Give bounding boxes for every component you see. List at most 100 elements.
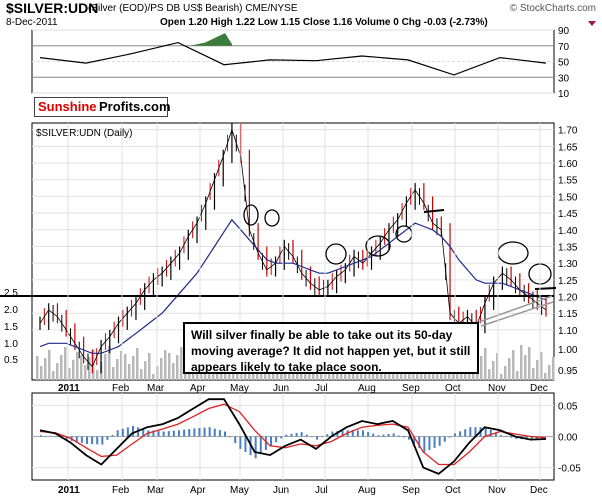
volume-bar xyxy=(356,372,359,380)
macd-histogram-bar xyxy=(454,433,456,437)
macd-histogram-bar xyxy=(321,436,324,437)
chart-date: 8-Dec-2011 xyxy=(6,17,58,28)
volume-bar xyxy=(116,359,119,380)
volume-bar xyxy=(172,363,175,380)
macd-histogram-bar xyxy=(295,432,298,437)
volume-bar xyxy=(88,357,91,380)
macd-x-label: May xyxy=(230,485,249,496)
volume-bar xyxy=(500,374,503,380)
macd-histogram-bar xyxy=(505,436,508,437)
price-tick-label: 1.55 xyxy=(558,176,578,187)
volume-bar xyxy=(416,368,419,380)
volume-bar xyxy=(76,352,79,380)
volume-bar xyxy=(484,348,487,380)
price-tick-label: 1.70 xyxy=(558,126,578,137)
macd-histogram-bar xyxy=(280,436,283,439)
volume-left-tick-label: 1.5 xyxy=(4,322,18,333)
macd-x-label: Apr xyxy=(190,485,206,496)
macd-histogram-bar xyxy=(254,436,257,459)
macd-histogram-bar xyxy=(111,435,114,437)
macd-histogram-bar xyxy=(178,430,180,437)
volume-bar xyxy=(140,369,143,380)
macd-histogram-bar xyxy=(101,436,104,445)
logo-brand-black: Profits.com xyxy=(99,99,171,114)
price-x-label: Mar xyxy=(147,383,165,394)
macd-histogram-bar xyxy=(275,436,278,443)
volume-bar xyxy=(60,355,63,380)
macd-histogram-bar xyxy=(510,436,513,438)
volume-tick-label: 1.00 xyxy=(558,345,578,356)
change-down-icon xyxy=(588,21,596,26)
price-tick-label: 1.15 xyxy=(558,309,578,320)
volume-bar xyxy=(36,356,39,380)
macd-histogram-bar xyxy=(392,433,395,437)
price-tick-label: 1.35 xyxy=(558,242,578,253)
macd-histogram-bar xyxy=(484,427,487,437)
volume-bar xyxy=(48,350,51,380)
rsi-tick-label: 30 xyxy=(558,73,570,84)
volume-bar xyxy=(284,371,287,380)
macd-histogram-bar xyxy=(305,434,308,437)
macd-tick-label: 0.05 xyxy=(558,401,578,412)
annotation-pointer xyxy=(480,301,554,327)
volume-bar xyxy=(120,351,123,380)
volume-bar xyxy=(56,363,59,380)
macd-histogram-bar xyxy=(224,431,226,437)
macd-histogram-bar xyxy=(367,431,370,437)
macd-histogram-bar xyxy=(331,431,334,437)
price-x-label: Aug xyxy=(358,383,376,394)
volume-bar xyxy=(480,356,483,380)
macd-histogram-bar xyxy=(126,427,129,437)
macd-histogram-bar xyxy=(438,436,441,446)
volume-bar xyxy=(160,358,163,380)
volume-bar xyxy=(80,355,83,380)
volume-bar xyxy=(96,370,99,380)
volume-bar xyxy=(372,369,375,380)
macd-x-label: Dec xyxy=(530,485,548,496)
volume-bar xyxy=(68,368,71,380)
macd-histogram-bar xyxy=(377,435,380,437)
macd-x-label: 2011 xyxy=(58,485,80,496)
volume-bar xyxy=(540,352,543,380)
price-x-label: Apr xyxy=(190,383,206,394)
volume-bar xyxy=(268,374,271,380)
resistance-mark xyxy=(534,287,557,290)
volume-bar xyxy=(148,353,151,380)
volume-bar xyxy=(176,355,179,380)
copyright: © StockCharts.com xyxy=(509,3,596,14)
macd-histogram-bar xyxy=(116,430,119,437)
volume-bar xyxy=(312,373,315,380)
macd-histogram-bar xyxy=(152,430,155,437)
volume-bar xyxy=(128,364,131,380)
macd-histogram-bar xyxy=(203,427,206,437)
macd-histogram-bar xyxy=(300,432,303,437)
price-x-label: Oct xyxy=(445,383,461,394)
macd-histogram-bar xyxy=(489,429,492,437)
macd-histogram-bar xyxy=(86,436,88,444)
moving-average-line xyxy=(39,218,547,354)
macd-histogram-bar xyxy=(137,427,140,437)
macd-histogram-bar xyxy=(290,433,293,437)
volume-bar xyxy=(548,365,551,380)
macd-histogram-bar xyxy=(91,436,94,445)
volume-bar xyxy=(136,348,139,380)
macd-histogram-bar xyxy=(397,435,400,437)
logo-brand-red: Sunshine xyxy=(38,99,97,114)
price-panel-title: $SILVER:UDN (Daily) xyxy=(36,128,133,139)
macd-histogram-bar xyxy=(341,430,344,437)
macd-histogram-bar xyxy=(382,434,385,437)
macd-histogram-bar xyxy=(530,436,533,440)
volume-bar xyxy=(520,345,523,380)
volume-bar xyxy=(64,347,67,380)
volume-bar xyxy=(532,368,535,380)
macd-histogram-bar xyxy=(167,431,170,437)
price-tick-label: 1.40 xyxy=(558,226,578,237)
volume-bar xyxy=(52,371,55,380)
macd-histogram-bar xyxy=(96,436,99,445)
rsi-tick-label: 10 xyxy=(558,89,570,100)
volume-bar xyxy=(492,361,495,380)
macd-histogram-bar xyxy=(413,436,416,444)
macd-histogram-bar xyxy=(157,431,160,437)
macd-signal-line xyxy=(39,403,547,466)
